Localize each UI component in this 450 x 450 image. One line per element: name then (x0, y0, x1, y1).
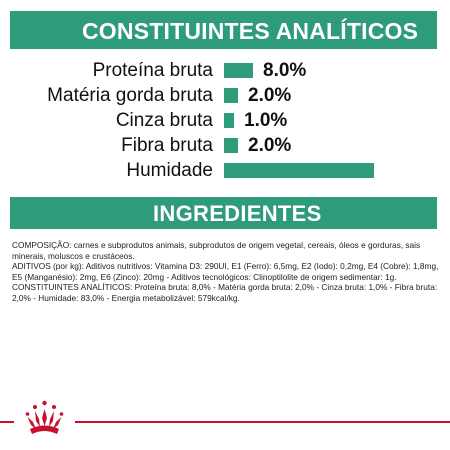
constituent-value: 2.0% (248, 85, 292, 106)
constituent-value: 2.0% (248, 135, 292, 156)
ingredients-banner: INGREDIENTES (10, 197, 437, 229)
constituent-value: 1.0% (244, 110, 288, 131)
constituent-row: Matéria gorda bruta 2.0% (0, 83, 450, 108)
constituent-bar (224, 138, 238, 153)
constituent-row: Fibra bruta 2.0% (0, 133, 450, 158)
ingredients-title: INGREDIENTES (153, 201, 322, 226)
additives-paragraph: ADITIVOS (por kg): Aditivos nutritivos: … (12, 261, 439, 282)
constituent-bar (224, 163, 374, 178)
constituent-label: Fibra bruta (121, 135, 213, 156)
constituent-label: Matéria gorda bruta (47, 85, 213, 106)
analytic-constituents-title: CONSTITUINTES ANALÍTICOS (82, 18, 419, 44)
royal-canin-crown-logo-icon (25, 400, 64, 434)
constituent-bar (224, 63, 253, 78)
constituent-value: 8.0% (263, 60, 307, 81)
brand-line-left (0, 421, 14, 423)
constituent-row: Cinza bruta 1.0% (0, 108, 450, 133)
constituent-label: Humidade (126, 160, 213, 181)
composition-paragraph: COMPOSIÇÃO: carnes e subprodutos animais… (12, 240, 421, 261)
constituent-bar (224, 113, 234, 128)
constituent-row: Humidade (0, 158, 450, 183)
ingredients-text: COMPOSIÇÃO: carnes e subprodutos animais… (12, 240, 440, 304)
analytic-constituents-banner: CONSTITUINTES ANALÍTICOS (10, 11, 437, 49)
constituent-label: Proteína bruta (92, 60, 213, 81)
analytic-constituents-paragraph: CONSTITUINTES ANALÍTICOS: Proteína bruta… (12, 282, 438, 303)
brand-line-right (75, 421, 450, 423)
constituent-row: Proteína bruta 8.0% (0, 58, 450, 83)
constituent-bar (224, 88, 238, 103)
constituent-label: Cinza bruta (115, 110, 213, 131)
analytic-constituents-list: Proteína bruta 8.0% Matéria gorda bruta … (0, 58, 450, 183)
